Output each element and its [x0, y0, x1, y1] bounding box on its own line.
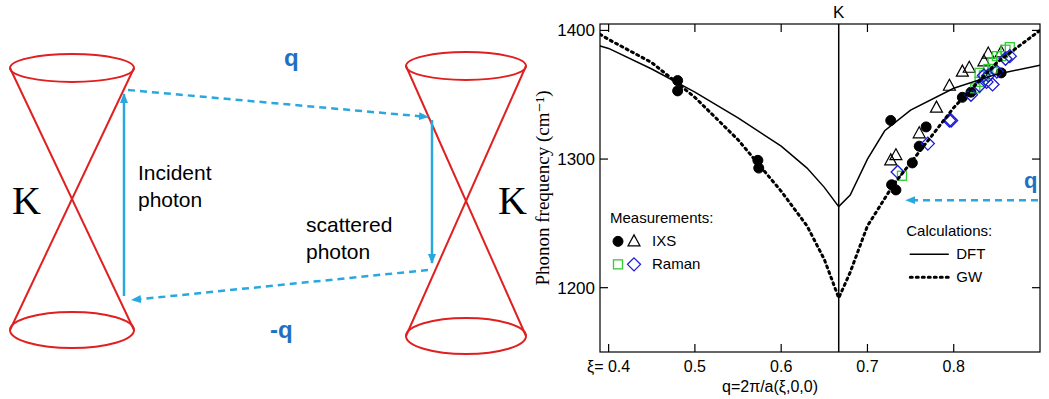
text-line: Incident [138, 161, 212, 184]
legend-line [910, 253, 948, 255]
x-tick [867, 24, 868, 32]
minus-q-label: -q [270, 316, 293, 343]
scattered-label: scattered photon [306, 213, 392, 263]
y-tick [1032, 287, 1040, 288]
cone-label: K [12, 178, 41, 223]
q-label: q [1024, 168, 1037, 193]
legend-title: Measurements: [610, 209, 713, 226]
legend-marker [614, 260, 623, 269]
y-tick [600, 287, 608, 288]
q-label: q [284, 44, 299, 71]
y-tick [600, 30, 608, 31]
k-line [838, 24, 840, 352]
text-line: scattered [306, 213, 392, 236]
legend-marker [628, 258, 641, 271]
x-tick-label: 0.5 [684, 358, 706, 375]
x-axis-title: q=2π/a(ξ,0,0) [722, 378, 818, 396]
k-label: K [833, 3, 845, 22]
x-tick [781, 24, 782, 32]
y-tick-label: 1200 [557, 279, 595, 298]
x-tick [694, 344, 695, 352]
plot-frame [600, 24, 1040, 352]
legend-title: Calculations: [906, 222, 992, 239]
y-tick [600, 158, 608, 159]
text-line: photon [306, 240, 370, 263]
x-tick [608, 24, 609, 32]
x-tick-label: 0.7 [856, 358, 878, 375]
incident-label: Incident photon [138, 161, 212, 211]
q-arrow [128, 90, 428, 117]
legend-label: IXS [652, 232, 676, 249]
legend-label: Raman [652, 255, 700, 272]
point-ixs [913, 127, 925, 138]
cone-label: K [498, 178, 527, 223]
x-tick [867, 344, 868, 352]
x-tick [953, 344, 954, 352]
diagram: K K Incident photon scattered photon q -q [10, 44, 527, 354]
cone-side [406, 66, 526, 336]
point-ixs [930, 101, 942, 112]
point-ixs [963, 61, 975, 72]
cone-top [406, 52, 526, 80]
curve-gw [600, 30, 1040, 298]
figure: K K Incident photon scattered photon q -q ξ= 0.4… [0, 0, 1049, 399]
point-raman [986, 78, 999, 91]
q-arrow [906, 199, 1038, 202]
incident-arrow [123, 94, 126, 296]
plot-data [600, 24, 1040, 352]
cone-top [10, 54, 134, 82]
x-tick-label: 0.8 [943, 358, 965, 375]
scattered-arrow [431, 120, 434, 263]
x-tick-label: 0.6 [770, 358, 792, 375]
chart: ξ= 0.4 0.5 0.6 0.7 0.8 1200 1300 1400 Phonon fre… [532, 3, 1040, 396]
x-tick [953, 24, 954, 32]
cone-side [10, 68, 134, 330]
cone-side [406, 66, 526, 336]
cone-side [10, 68, 134, 330]
point-ixs [921, 122, 931, 132]
y-tick-label: 1400 [557, 21, 595, 40]
x-tick-label: ξ= 0.4 [587, 358, 630, 376]
cone-bottom [406, 318, 526, 354]
legend-label: GW [956, 268, 983, 285]
point-ixs [890, 149, 902, 160]
minus-q-arrow [132, 270, 428, 300]
x-tick [608, 344, 609, 352]
cone-bottom [10, 312, 134, 348]
q-annotation: q [906, 168, 1038, 200]
dirac-cone-right [406, 52, 526, 354]
dirac-cone-left [10, 54, 134, 348]
legend-label: DFT [956, 245, 985, 262]
y-tick-label: 1300 [557, 150, 595, 169]
legend-marker [628, 235, 640, 246]
legend-marker [613, 236, 623, 246]
x-tick [781, 344, 782, 352]
text-line: photon [138, 188, 202, 211]
x-tick [694, 24, 695, 32]
legend-line [910, 276, 948, 279]
legend: Measurements: IXS Raman Calculations: DFT GW [610, 209, 992, 285]
y-tick [1032, 158, 1040, 159]
y-axis-title: Phonon frequency (cm⁻¹) [532, 90, 554, 285]
curve-dft [600, 46, 1040, 207]
